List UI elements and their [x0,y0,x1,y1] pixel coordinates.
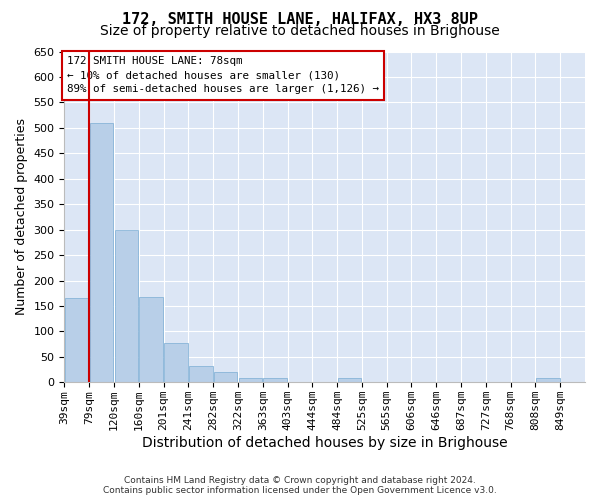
Text: 172, SMITH HOUSE LANE, HALIFAX, HX3 8UP: 172, SMITH HOUSE LANE, HALIFAX, HX3 8UP [122,12,478,28]
Bar [338,378,361,382]
Bar [263,378,287,382]
Text: 172 SMITH HOUSE LANE: 78sqm
← 10% of detached houses are smaller (130)
89% of se: 172 SMITH HOUSE LANE: 78sqm ← 10% of det… [67,56,379,94]
Bar [90,123,113,382]
Y-axis label: Number of detached properties: Number of detached properties [15,118,28,316]
Text: Contains HM Land Registry data © Crown copyright and database right 2024.
Contai: Contains HM Land Registry data © Crown c… [103,476,497,495]
Bar [115,230,138,382]
X-axis label: Distribution of detached houses by size in Brighouse: Distribution of detached houses by size … [142,436,508,450]
Bar [164,342,188,382]
Bar [139,297,163,382]
Bar [214,372,238,382]
Text: Size of property relative to detached houses in Brighouse: Size of property relative to detached ho… [100,24,500,38]
Bar [239,378,262,382]
Bar [65,298,89,382]
Bar [536,378,560,382]
Bar [189,366,212,382]
